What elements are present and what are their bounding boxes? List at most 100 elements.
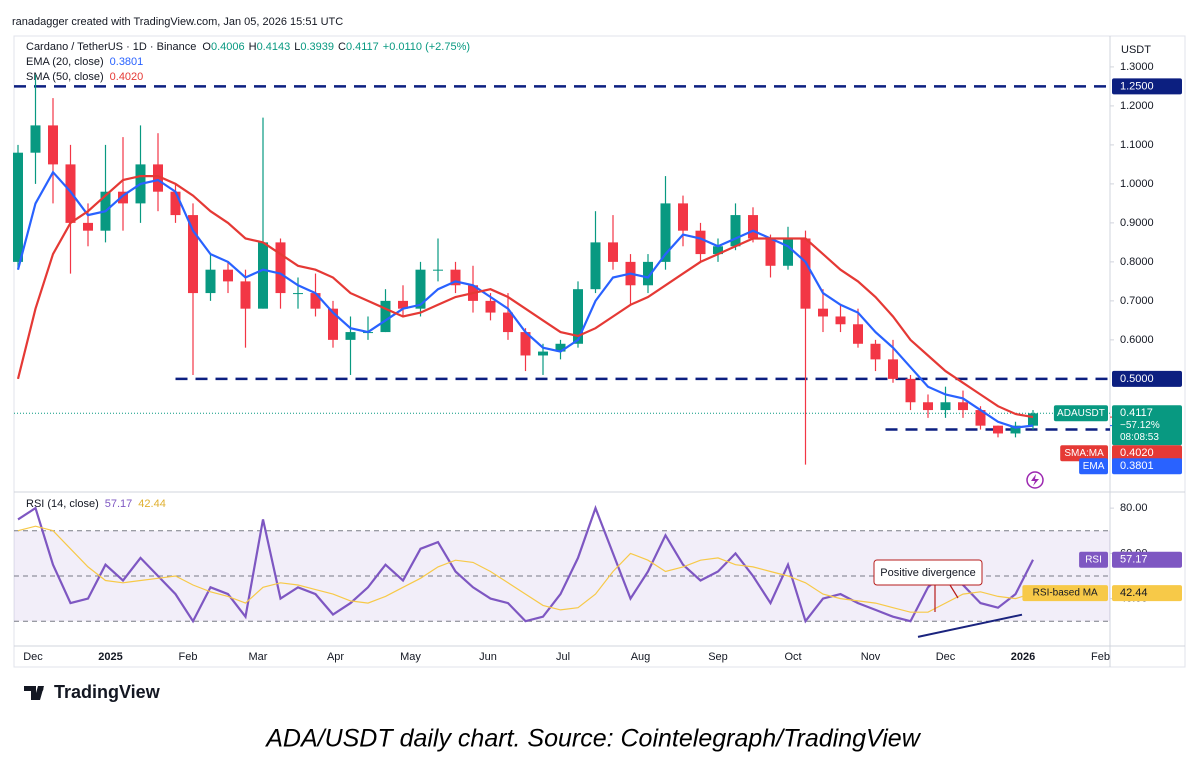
- rsi-line: [17, 525, 1034, 613]
- candle-body: [415, 269, 426, 309]
- candle-body: [765, 238, 776, 266]
- candle-body: [678, 203, 688, 231]
- legend-symbol: Cardano / TetherUS · 1D · Binance O0.4006…: [26, 41, 470, 53]
- y-tick-label: 80.00: [1120, 502, 1148, 514]
- x-tick-label: Aug: [631, 651, 651, 663]
- candle-body: [153, 164, 163, 192]
- legend-rsi: RSI (14, close) 57.17 42.44: [26, 498, 166, 510]
- candle-body: [275, 242, 286, 294]
- tag-name-box: [1060, 445, 1108, 462]
- candle-body: [905, 378, 916, 403]
- price-tag: [1112, 458, 1182, 475]
- candle-body: [748, 215, 758, 239]
- tag-name: RSI: [1085, 554, 1102, 565]
- legend-ema: EMA (20, close) 0.3801: [26, 56, 143, 68]
- candle-body: [433, 269, 443, 271]
- candle-body: [328, 308, 338, 340]
- y-tick-label: 0.8000: [1120, 256, 1154, 268]
- candle-body: [590, 242, 601, 290]
- candle-body: [83, 222, 93, 231]
- x-tick-label: May: [400, 651, 421, 663]
- candle-body: [573, 289, 583, 344]
- price-tag-label: 0.3801: [1120, 460, 1154, 472]
- tag-name: EMA: [1083, 461, 1105, 472]
- candle-body: [643, 261, 653, 286]
- credit: ranadagger created with TradingView.com,…: [12, 16, 343, 28]
- annotation-box: [873, 559, 983, 586]
- alert-icon: [1026, 471, 1044, 489]
- candle-body: [608, 242, 618, 262]
- x-tick-label: 2025: [98, 651, 122, 663]
- ma-line: [16, 170, 1034, 429]
- price-tag: [1112, 370, 1182, 387]
- candle-body: [853, 324, 863, 344]
- price-tag: [1112, 445, 1182, 462]
- price-tag-label: 1.2500: [1120, 80, 1154, 92]
- candle-body: [800, 238, 811, 309]
- tag-name-box: [1079, 458, 1108, 475]
- x-tick-label: Sep: [708, 651, 728, 663]
- x-tick-label: Nov: [861, 651, 881, 663]
- x-tick-label: Jun: [479, 651, 497, 663]
- y-tick-label: 1.3000: [1120, 61, 1154, 73]
- candle-body: [485, 300, 496, 313]
- candle-body: [888, 359, 898, 379]
- candle-body: [870, 343, 881, 360]
- price-tag: [1112, 78, 1182, 95]
- candle-body: [48, 125, 58, 165]
- candle-body: [503, 312, 513, 333]
- tag-name-box: [1079, 551, 1108, 568]
- candle-body: [310, 293, 321, 309]
- divergence-line: [917, 613, 1023, 638]
- candle-body: [170, 191, 181, 216]
- candle-body: [993, 425, 1003, 434]
- y-tick-label: 0.7000: [1120, 295, 1154, 307]
- price-tag-label: 57.17: [1120, 554, 1148, 566]
- candle-body: [258, 242, 268, 309]
- tag-name-box: [1022, 585, 1108, 602]
- price-tag-extra: −57.12%: [1120, 420, 1160, 431]
- tag-name: SMA:MA: [1064, 448, 1104, 459]
- candle-body: [923, 402, 933, 411]
- price-tag-label: 0.5000: [1120, 373, 1154, 385]
- legend-sma: SMA (50, close) 0.4020: [26, 71, 143, 83]
- x-tick-label: Dec: [936, 651, 956, 663]
- x-tick-label: Jul: [556, 651, 570, 663]
- candle-body: [380, 300, 391, 333]
- candle-body: [65, 164, 76, 223]
- candle-body: [118, 191, 128, 204]
- x-tick-label: Mar: [249, 651, 268, 663]
- ma-line: [16, 175, 1034, 419]
- candle-body: [520, 332, 531, 356]
- x-tick-label: Oct: [784, 651, 801, 663]
- candle-body: [975, 410, 986, 426]
- candle-body: [783, 238, 793, 266]
- caption: ADA/USDT daily chart. Source: Cointelegr…: [264, 725, 921, 753]
- candle-body: [695, 230, 706, 255]
- candle-body: [835, 316, 846, 325]
- price-tag-label: 0.4117: [1120, 407, 1153, 419]
- candle-body: [398, 300, 408, 309]
- y-tick-label: 0.9000: [1120, 217, 1154, 229]
- candle-body: [13, 152, 23, 262]
- currency: USDT: [1121, 44, 1151, 56]
- annotation-text: Positive divergence: [880, 567, 975, 579]
- x-tick-label: Apr: [327, 651, 344, 663]
- candle-body: [345, 332, 356, 340]
- rsi-line: [17, 504, 1034, 624]
- tag-name: RSI-based MA: [1033, 588, 1098, 599]
- candle-body: [30, 125, 41, 153]
- candle-body: [450, 269, 461, 286]
- candle-body: [713, 246, 723, 255]
- candle-body: [555, 343, 566, 352]
- annotation-arrows: [934, 584, 959, 612]
- candle-body: [240, 281, 251, 309]
- brand: TradingView: [54, 682, 161, 702]
- y-tick-label: 1.2000: [1120, 100, 1154, 112]
- tradingview-logo: [24, 686, 44, 700]
- y-tick-label: 0.6000: [1120, 334, 1154, 346]
- tag-name-box: [1053, 405, 1108, 422]
- candle-body: [818, 308, 828, 317]
- price-tag-extra: 08:08:53: [1120, 432, 1159, 443]
